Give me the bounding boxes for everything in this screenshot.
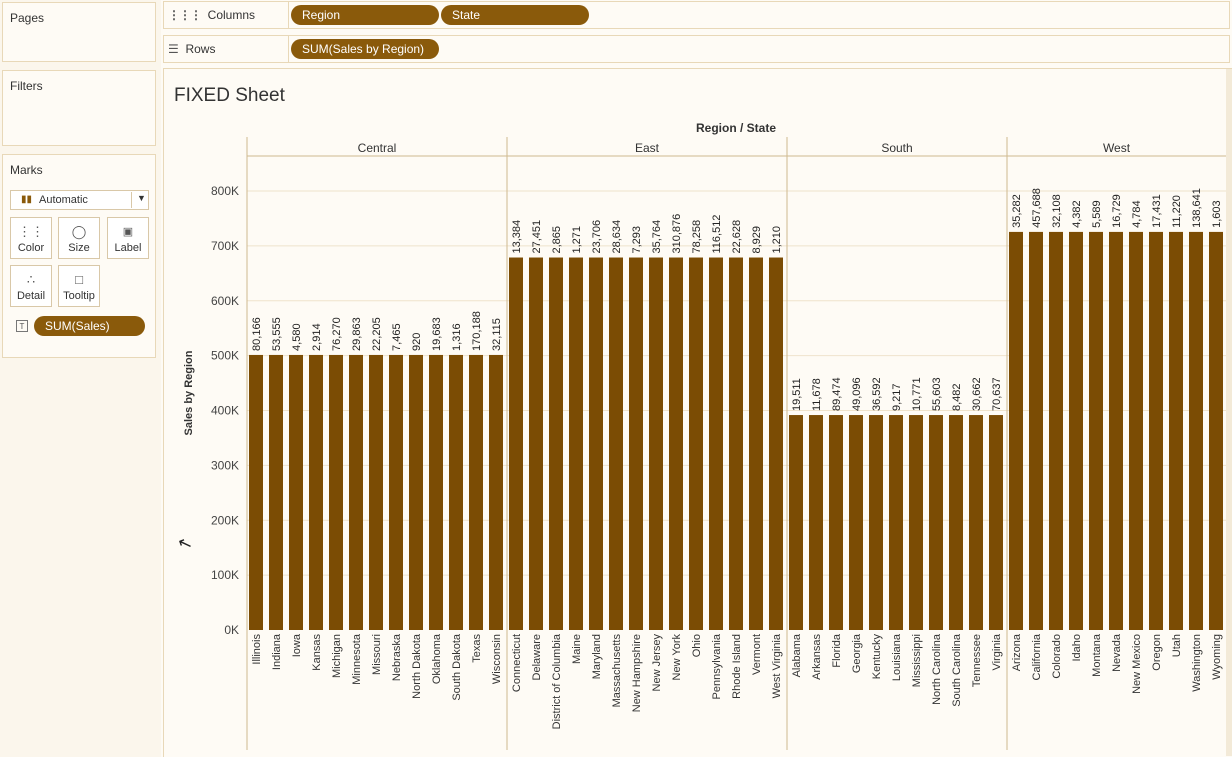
state-column-pill[interactable]: State [441,5,589,25]
filters-title: Filters [10,79,43,93]
rows-shelf[interactable]: ☰ Rows SUM(Sales by Region) [163,35,1230,63]
color-button-label: Color [17,242,45,254]
size-button-label: Size [68,242,90,254]
size-icon: ◯ [71,224,87,239]
rows-label-text: Rows [185,42,216,56]
label-button-label: Label [114,242,142,254]
mark-type-value: Automatic [39,194,88,206]
bar-chart-icon: ▮▮ [21,194,33,205]
sum-sales-by-region-row-pill[interactable]: SUM(Sales by Region) [291,39,439,59]
pages-card[interactable]: Pages [2,2,156,62]
color-button[interactable]: ⋮⋮ Color [10,217,52,259]
mark-type-dropdown[interactable]: ▮▮ Automatic ▼ [10,190,149,210]
chevron-down-icon: ▼ [137,193,146,203]
rows-shelf-divider [288,36,289,62]
tooltip-button[interactable]: □ Tooltip [58,265,100,307]
label-button[interactable]: ▣ Label [107,217,149,259]
columns-shelf-divider [288,2,289,28]
sheet-title: FIXED Sheet [174,85,285,106]
columns-label-text: Columns [207,8,256,22]
detail-button-label: Detail [16,290,46,302]
dropdown-divider [131,192,132,208]
scrollbar-track[interactable] [1226,69,1232,756]
size-button[interactable]: ◯ Size [58,217,100,259]
label-field-icon: T [16,320,28,332]
color-dots-icon: ⋮⋮ [18,224,44,239]
filters-card[interactable]: Filters [2,70,156,146]
sum-sales-pill-text: SUM(Sales) [45,319,110,333]
tooltip-button-label: Tooltip [63,290,95,302]
pages-title: Pages [10,11,45,25]
columns-icon: ⋮⋮⋮ [168,8,202,22]
sheet-view[interactable]: FIXED Sheet [163,68,1232,757]
region-column-pill[interactable]: Region [291,5,439,25]
sum-sales-label-pill[interactable]: SUM(Sales) [34,316,145,336]
text-label-icon: ▣ [122,226,134,238]
detail-button[interactable]: ∴ Detail [10,265,52,307]
rows-shelf-label: ☰ Rows [168,36,288,62]
tooltip-icon: □ [75,272,83,287]
columns-shelf[interactable]: ⋮⋮⋮ Columns Region State [163,1,1230,29]
marks-card: Marks ▮▮ Automatic ▼ ⋮⋮ Color ◯ Size ▣ L… [2,154,156,358]
detail-dots-icon: ∴ [26,272,36,287]
region-pill-text: Region [302,8,341,22]
rows-icon: ☰ [168,42,179,56]
columns-shelf-label: ⋮⋮⋮ Columns [168,2,288,28]
state-pill-text: State [452,8,481,22]
marks-title: Marks [10,163,43,177]
rows-pill-text: SUM(Sales by Region) [302,42,425,56]
